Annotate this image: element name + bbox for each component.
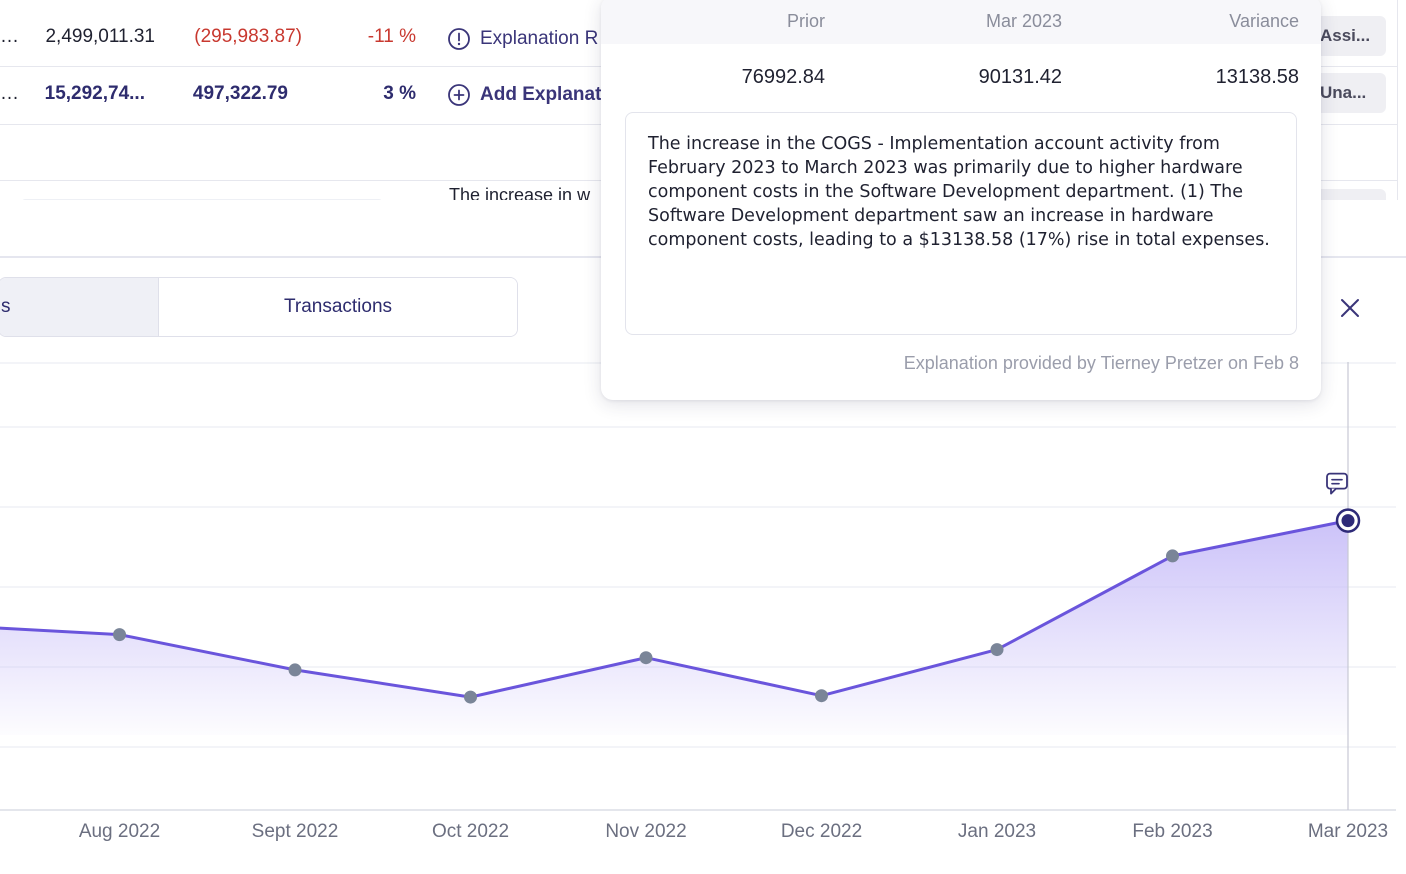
variance-value: 13138.58 [1215, 66, 1299, 88]
row-overflow-ellipsis: … [0, 26, 19, 47]
x-tick-label: Sept 2022 [252, 821, 339, 842]
current-period-header: Mar 2023 [985, 11, 1062, 31]
prior-value: 76992.84 [741, 66, 825, 88]
variance-cell: (295,983.87) [194, 26, 302, 47]
variance-header: Variance [1229, 11, 1299, 31]
x-tick-label: Feb 2023 [1132, 821, 1212, 842]
x-tick-label: Jan 2023 [958, 821, 1036, 842]
add-explanation-link[interactable]: Add Explanat [447, 83, 601, 107]
partial-explanation-text: The increase in w [449, 185, 591, 200]
trend-chart: Aug 2022 Sept 2022 Oct 2022 Nov 2022 Dec 202… [0, 362, 1396, 842]
current-balance-cell: 2,499,011.31 [45, 26, 155, 47]
close-icon [1341, 299, 1359, 317]
highlighted-point-core [1341, 514, 1355, 528]
table-right-border [1397, 0, 1398, 200]
tab-label: s [1, 296, 11, 317]
table-row[interactable]: The increase in w [0, 181, 1398, 200]
popover-header [601, 0, 1321, 44]
tab-summary[interactable]: s [0, 278, 159, 336]
variance-cell: 497,322.79 [192, 83, 288, 104]
data-point[interactable] [815, 689, 828, 703]
current-balance-cell: 15,292,74... [44, 83, 145, 104]
percent-cell: -11 % [367, 26, 416, 47]
area-fill [0, 520, 1348, 735]
tab-transactions[interactable]: Transactions [159, 278, 517, 336]
data-point[interactable] [113, 628, 126, 642]
row-placeholder-bar [22, 199, 382, 200]
data-point[interactable] [639, 651, 653, 665]
x-tick-label: Nov 2022 [605, 821, 686, 842]
close-button[interactable] [1336, 294, 1364, 322]
status-badge[interactable]: Una... [1312, 73, 1386, 113]
explanation-text: The increase in the COGS - Implementatio… [625, 112, 1297, 335]
view-tabs: s Transactions [0, 277, 518, 337]
percent-cell: 3 % [383, 83, 416, 104]
explanation-label: Add Explanat [480, 84, 602, 105]
variance-popover: Prior Mar 2023 Variance 76992.84 90131.4… [601, 0, 1321, 400]
explanation-attribution: Explanation provided by Tierney Pretzer … [903, 353, 1299, 373]
plus-circle-icon [448, 84, 470, 106]
status-badge[interactable]: Assi... [1312, 16, 1386, 56]
data-point[interactable] [1166, 549, 1179, 563]
data-point[interactable] [464, 690, 477, 704]
data-point[interactable] [288, 663, 302, 677]
alert-circle-icon [448, 28, 470, 50]
current-period-value: 90131.42 [978, 66, 1062, 88]
prior-header: Prior [786, 11, 825, 31]
x-tick-label: Mar 2023 [1308, 821, 1388, 842]
explanation-label: Explanation R [480, 28, 599, 49]
tab-label: Transactions [283, 296, 393, 317]
x-tick-label: Dec 2022 [781, 821, 862, 842]
row-overflow-ellipsis: … [0, 83, 19, 104]
x-tick-label: Aug 2022 [79, 821, 160, 842]
status-badge[interactable] [1312, 189, 1386, 200]
data-point[interactable] [990, 643, 1004, 657]
explanation-required-link[interactable]: Explanation R [447, 27, 598, 51]
comment-icon[interactable] [1326, 472, 1348, 495]
x-tick-label: Oct 2022 [432, 821, 509, 842]
